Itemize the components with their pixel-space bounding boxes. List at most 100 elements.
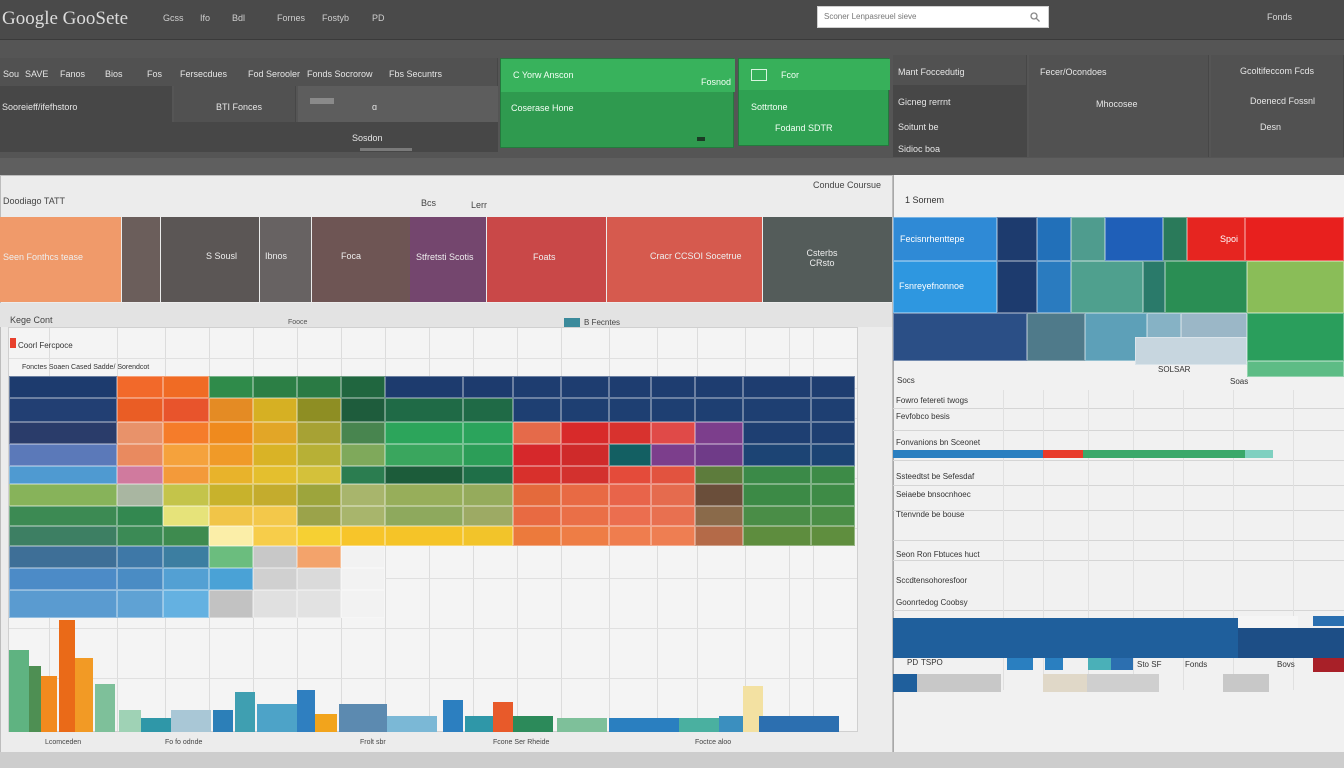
heatmap-cell bbox=[609, 376, 651, 398]
sub-header-mid: Fooce bbox=[288, 319, 308, 326]
band-cell-3[interactable] bbox=[260, 217, 311, 302]
band-cell-2[interactable] bbox=[161, 217, 259, 302]
green-card-title-2: Fcor bbox=[781, 70, 799, 80]
side-row-label-1[interactable]: Fevfobco besis bbox=[896, 412, 950, 421]
heatmap-cell bbox=[9, 376, 117, 398]
heatmap-cell bbox=[385, 444, 463, 466]
green-card-subtitle: Coserase Hone bbox=[511, 103, 574, 113]
heatmap-cell bbox=[341, 546, 385, 568]
toolbar-right-3[interactable]: Gcoltifeccom Fcds bbox=[1240, 66, 1315, 76]
side-row-label-2[interactable]: Fonvanions bn Sceonet bbox=[896, 438, 981, 447]
green-card-subtitle-2: Sottrtone bbox=[751, 102, 788, 112]
toolbar-label-left[interactable]: Sooreieff/ifefhstoro bbox=[2, 102, 78, 112]
toolbar-item-4[interactable]: Fos bbox=[147, 69, 163, 79]
toolbar-right-row-0[interactable]: Gicneg rerrnt bbox=[898, 97, 951, 107]
side-row-label-4[interactable]: Seiaebe bnsocnhoec bbox=[896, 490, 971, 499]
heatmap-cell bbox=[743, 484, 811, 506]
side-row-label-0[interactable]: Fowro fetereti twogs bbox=[896, 396, 969, 405]
toolbar-item-7[interactable]: Fonds Socrorow bbox=[307, 69, 373, 79]
heatmap-cell bbox=[341, 590, 385, 618]
green-card-primary[interactable]: C Yorw Anscon Fosnod Coserase Hone bbox=[500, 58, 735, 148]
side-row-label-6[interactable]: Seon Ron Fbtuces huct bbox=[896, 550, 980, 559]
heatmap-cell bbox=[297, 484, 341, 506]
heatmap-cell bbox=[463, 484, 513, 506]
toolbar-label-row3[interactable]: Sosdon bbox=[352, 133, 383, 143]
toolbar-right-row-2[interactable]: Sidioc boa bbox=[898, 144, 941, 154]
heatmap-cell bbox=[341, 398, 385, 422]
green-card-secondary[interactable]: Fcor Sottrtone Fodand SDTR bbox=[738, 58, 890, 146]
heatmap-cell bbox=[651, 422, 695, 444]
toolbar-item-5[interactable]: Fersecdues bbox=[180, 69, 228, 79]
top-bar: Google GooSete Gcss Ifo Bdl Fornes Fosty… bbox=[0, 0, 1344, 40]
heatmap-cell bbox=[695, 444, 743, 466]
toolbar-right-row-1[interactable]: Soitunt be bbox=[898, 122, 939, 132]
bar bbox=[609, 718, 679, 732]
band-label-5: Foats bbox=[533, 252, 556, 262]
menu-item-5[interactable]: PD bbox=[372, 13, 385, 23]
side-row-label-8[interactable]: Goonrtedog Coobsy bbox=[896, 598, 968, 607]
sub-header-bar bbox=[0, 303, 892, 327]
band-cell-8[interactable] bbox=[763, 217, 892, 302]
side-grid-line bbox=[1133, 390, 1134, 690]
menu-item-2[interactable]: Bdl bbox=[232, 13, 246, 23]
menu-item-1[interactable]: Ifo bbox=[200, 13, 211, 23]
side-mid-label-2: Soas bbox=[1230, 377, 1249, 386]
heatmap-cell bbox=[9, 444, 117, 466]
band-cell-7[interactable] bbox=[607, 217, 762, 302]
side-grid-line bbox=[1003, 390, 1004, 690]
toolbar-item-2[interactable]: Fanos bbox=[60, 69, 86, 79]
app-logo[interactable]: Google GooSete bbox=[2, 8, 129, 29]
toolbar-right-small-2[interactable]: Desn bbox=[1260, 122, 1282, 132]
heatmap-cell bbox=[163, 484, 209, 506]
heatmap-cell bbox=[811, 506, 855, 526]
green-card-header bbox=[501, 59, 735, 92]
toolbar-right-2[interactable]: Fecer/Ocondoes bbox=[1040, 67, 1107, 77]
heatmap-cell bbox=[253, 506, 297, 526]
band-cell-0[interactable] bbox=[0, 217, 121, 302]
heatmap-cell bbox=[163, 506, 209, 526]
toolbar-label-mid[interactable]: BTI Fonces bbox=[216, 102, 263, 112]
legend-red-swatch bbox=[10, 338, 16, 348]
heatmap-cell bbox=[209, 506, 253, 526]
search-icon[interactable] bbox=[1030, 12, 1040, 22]
band-cell-1[interactable] bbox=[122, 217, 160, 302]
legend-red-label: Coorl Fercpoce bbox=[18, 341, 73, 350]
heatmap-cell bbox=[253, 568, 297, 590]
toolbar-right-1[interactable]: Mant Foccedutig bbox=[898, 67, 965, 77]
toolbar-item-6[interactable]: Fod Serooler bbox=[248, 69, 301, 79]
panel-header-mid-2: Lerr bbox=[471, 200, 488, 210]
heatmap-cell bbox=[117, 376, 163, 398]
heatmap-cell bbox=[463, 422, 513, 444]
toolbar-item-3[interactable]: Bios bbox=[105, 69, 123, 79]
toolbar-item-8[interactable]: Fbs Secuntrs bbox=[389, 69, 443, 79]
menu-item-0[interactable]: Gcss bbox=[163, 13, 184, 23]
green-card-header bbox=[739, 59, 890, 90]
window-icon bbox=[751, 69, 767, 81]
toolbar-item-1[interactable]: SAVE bbox=[25, 69, 49, 79]
side-row-label-3[interactable]: Ssteedtst be Sefesdaf bbox=[896, 472, 975, 481]
side-band-grey-3 bbox=[1223, 674, 1269, 692]
menu-item-4[interactable]: Fostyb bbox=[322, 13, 350, 23]
search-input[interactable]: Sconer Lenpasreuel sieve bbox=[817, 6, 1049, 28]
menu-item-3[interactable]: Fornes bbox=[277, 13, 306, 23]
side-row-label-5[interactable]: Ttenvnde be bouse bbox=[896, 510, 965, 519]
toolbar-right-small-1[interactable]: Doenecd Fossnl bbox=[1250, 96, 1316, 106]
toolbar-item-0[interactable]: Sou bbox=[3, 69, 20, 79]
grid-line-h bbox=[9, 628, 857, 629]
panel-header-mid: Bcs bbox=[421, 198, 437, 208]
heatmap-cell bbox=[117, 444, 163, 466]
heatmap-cell bbox=[561, 484, 609, 506]
band-cell-5[interactable] bbox=[410, 217, 486, 302]
band-cell-6[interactable] bbox=[487, 217, 606, 302]
band-cell-4[interactable] bbox=[312, 217, 410, 302]
toolbar-right-mid[interactable]: Mhocosee bbox=[1096, 99, 1138, 109]
bar bbox=[743, 686, 763, 732]
side-band-grey bbox=[917, 674, 1001, 692]
account-menu[interactable]: Fonds bbox=[1267, 12, 1293, 22]
slider-handle[interactable] bbox=[310, 98, 334, 104]
heatmap-cell bbox=[341, 568, 385, 590]
side-row-label-7[interactable]: Sccdtensohoresfoor bbox=[896, 576, 968, 585]
side-strip-red bbox=[1043, 450, 1083, 458]
bar bbox=[9, 650, 29, 732]
heatmap-cell bbox=[513, 484, 561, 506]
